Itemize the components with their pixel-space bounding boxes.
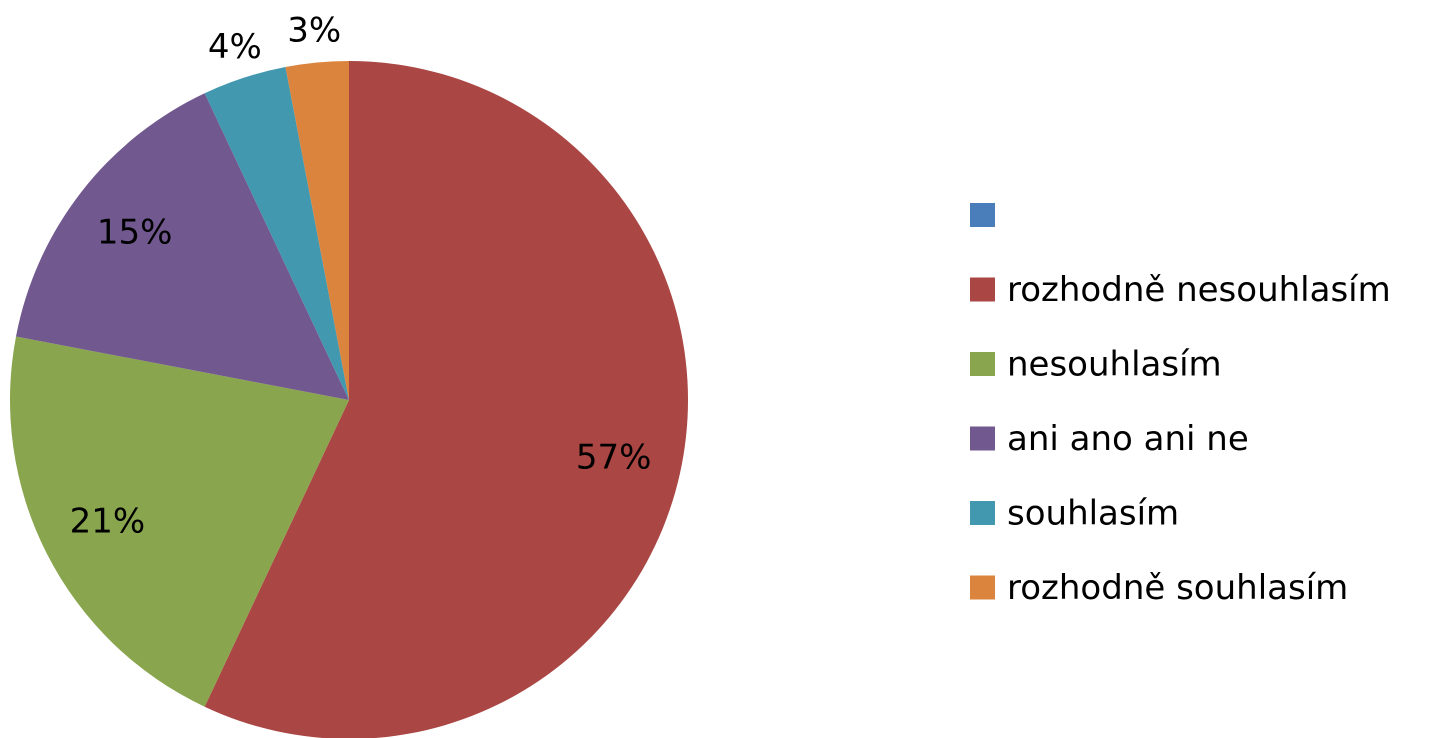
legend-label: souhlasím	[1007, 494, 1179, 534]
data-label: 57%	[576, 438, 652, 478]
legend-label: ani ano ani ne	[1007, 419, 1249, 459]
pie-slice	[204, 67, 349, 400]
legend-swatch	[970, 203, 995, 227]
data-label: 15%	[97, 212, 173, 252]
legend-swatch	[970, 277, 995, 302]
pie-slice	[10, 336, 350, 707]
data-label: 3%	[287, 11, 341, 51]
pie-slice	[285, 61, 349, 400]
legend-label: rozhodně souhlasím	[1007, 568, 1348, 608]
legend-swatch	[970, 426, 995, 451]
legend-label: rozhodně nesouhlasím	[1007, 270, 1391, 310]
data-label: 4%	[208, 27, 262, 67]
legend-label: nesouhlasím	[1007, 345, 1222, 385]
pie-slice	[204, 61, 688, 738]
pie-slice	[16, 93, 350, 401]
data-label: 21%	[70, 502, 146, 542]
legend-swatch	[970, 575, 995, 600]
legend-swatch	[970, 352, 995, 376]
legend-swatch	[970, 501, 995, 525]
